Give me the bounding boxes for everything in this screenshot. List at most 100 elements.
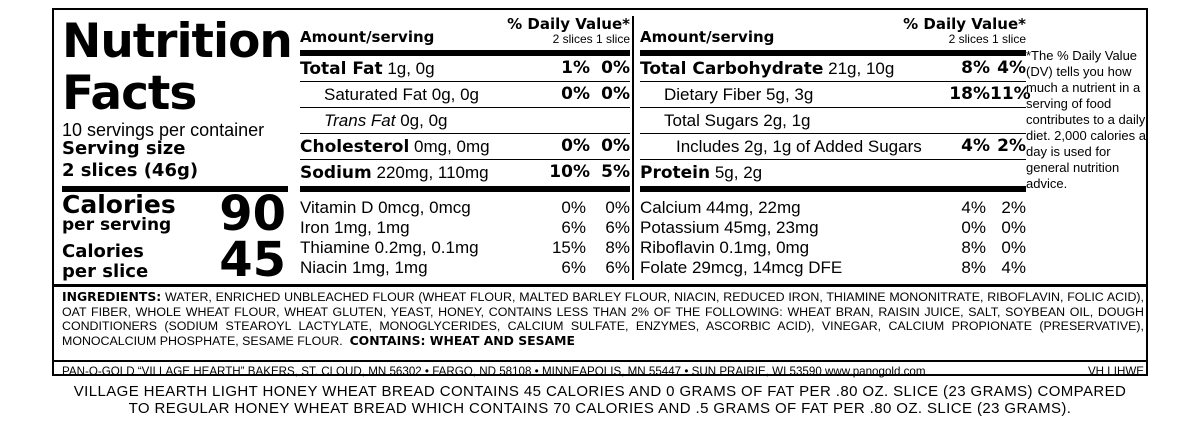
dv-2-slices: 18% — [949, 84, 990, 104]
nutrient-amount: 1g, 0g — [387, 59, 435, 78]
ingredients-text: WATER, ENRICHED UNBLEACHED FLOUR (WHEAT … — [62, 290, 1144, 348]
product-code: VH LIHWE — [1087, 365, 1144, 378]
nutrient-amount: 5g, 3g — [766, 85, 814, 104]
calories-label: Calories — [62, 190, 176, 219]
nutrient-name: Saturated Fat — [324, 85, 428, 104]
vitamin-row: Thiamine 0.2mg, 0.1mg 15% 8% — [300, 238, 630, 258]
dv-1-slice: 0% — [601, 84, 630, 104]
vitamin-name: Iron 1mg, 1mg — [300, 218, 410, 237]
calories-per-serving: Calories per serving 90 — [62, 190, 288, 238]
dv-2-slices: 15% — [551, 238, 586, 257]
dv-2-slices: 1% — [561, 58, 590, 78]
nutrient-table-right: Amount/serving % Daily Value* 2 slices 1… — [640, 14, 1031, 278]
dv-2-slices: 0% — [561, 198, 586, 217]
vitamin-name: Folate 29mcg, 14mcg DFE — [640, 258, 843, 277]
column-separator — [632, 16, 634, 280]
calories-label: Calories — [62, 241, 144, 262]
vitamin-list: Calcium 44mg, 22mg 4% 2% Potassium 45mg,… — [640, 192, 1026, 278]
dv-1-slice: 0% — [601, 136, 630, 156]
calories-sublabel: per slice — [62, 261, 149, 282]
dv-1-slice: 0% — [1001, 238, 1026, 257]
nutrient-table-left: Amount/serving % Daily Value* 2 slices 1… — [300, 14, 630, 278]
dv-2-slices: 8% — [961, 58, 990, 78]
nutrient-amount: 220mg, 110mg — [376, 163, 489, 182]
nutrient-row: Includes 2g, 1g of Added Sugars 4% 2% — [640, 134, 1026, 160]
amount-header: Amount/serving — [640, 28, 775, 46]
dv-2-slices: 6% — [561, 218, 586, 237]
dv-2-slices: 0% — [561, 136, 590, 156]
header-divider — [300, 50, 630, 56]
dv-2-slices: 4% — [961, 136, 990, 156]
claim-line-2: TO REGULAR HONEY WHEAT BREAD WHICH CONTA… — [128, 400, 1072, 417]
nutrient-amount: 0g, 0g — [431, 85, 480, 104]
nutrient-name: Total Fat — [300, 59, 383, 79]
dv-1-slice: 6% — [605, 258, 630, 277]
nutrient-row: Sodium 220mg, 110mg 10% 5% — [300, 160, 630, 186]
title-line-2: Facts — [62, 66, 197, 121]
vitamin-row: Potassium 45mg, 23mg 0% 0% — [640, 218, 1026, 238]
ingredients-block: INGREDIENTS: WATER, ENRICHED UNBLEACHED … — [62, 289, 1144, 348]
daily-value-subheader: 2 slices 1 slice — [948, 32, 1026, 46]
vitamin-name: Niacin 1mg, 1mg — [300, 258, 428, 277]
dv-2-slices: 0% — [961, 218, 986, 237]
nutrient-row: Cholesterol 0mg, 0mg 0% 0% — [300, 134, 630, 160]
label-title: Nutrition Facts — [62, 14, 293, 121]
vitamin-list: Vitamin D 0mcg, 0mcg 0% 0% Iron 1mg, 1mg… — [300, 192, 630, 278]
vitamin-name: Thiamine 0.2mg, 0.1mg — [300, 238, 479, 257]
vitamin-divider — [300, 186, 630, 192]
dv-2-slices: 4% — [961, 198, 986, 217]
dv-2-slices: 0% — [561, 84, 590, 104]
dv-1-slice: 5% — [601, 162, 630, 182]
nutrition-label: Nutrition Facts 10 servings per containe… — [52, 8, 1148, 379]
calories-per-slice: Calories per slice 45 — [62, 236, 288, 284]
dv-2-slices: 8% — [961, 258, 986, 277]
vitamin-row: Vitamin D 0mcg, 0mcg 0% 0% — [300, 198, 630, 218]
daily-value-subheader: 2 slices 1 slice — [552, 32, 630, 46]
dv-1-slice: 11% — [990, 84, 1031, 104]
serving-size-label: Serving size — [62, 138, 186, 159]
dv-1-slice: 2% — [1001, 198, 1026, 217]
nutrient-row: Total Fat 1g, 0g 1% 0% — [300, 56, 630, 82]
vitamin-divider — [640, 186, 1026, 192]
nutrient-amount: 2g, 1g — [763, 111, 811, 130]
nutrient-row: Total Carbohydrate 21g, 10g 8% 4% — [640, 56, 1026, 82]
title-line-1: Nutrition — [62, 14, 293, 69]
vitamin-name: Calcium 44mg, 22mg — [640, 198, 801, 217]
nutrient-name: Dietary Fiber — [664, 85, 762, 104]
manufacturer-info: PAN-O-GOLD “VILLAGE HEARTH” BAKERS, ST. … — [62, 365, 926, 378]
manufacturer-line: PAN-O-GOLD “VILLAGE HEARTH” BAKERS, ST. … — [62, 365, 1144, 379]
daily-value-footnote: *The % Daily Value (DV) tells you how mu… — [1026, 48, 1146, 191]
vitamin-row: Niacin 1mg, 1mg 6% 6% — [300, 258, 630, 278]
nutrient-name: Cholesterol — [300, 137, 410, 157]
table-header: Amount/serving % Daily Value* 2 slices 1… — [640, 14, 1026, 50]
comparison-claim: VILLAGE HEARTH LIGHT HONEY WHEAT BREAD C… — [0, 383, 1200, 417]
nutrient-name: Protein — [640, 163, 711, 183]
vitamin-row: Riboflavin 0.1mg, 0mg 8% 0% — [640, 238, 1026, 258]
nutrient-row: Dietary Fiber 5g, 3g 18% 11% — [640, 82, 1031, 108]
daily-value-header: % Daily Value* — [903, 15, 1026, 33]
vitamin-name: Riboflavin 0.1mg, 0mg — [640, 238, 810, 257]
header-divider — [640, 50, 1026, 56]
serving-size-value: 2 slices (46g) — [62, 160, 199, 181]
nutrient-row: Total Sugars 2g, 1g — [640, 108, 1026, 134]
nutrient-amount: 0mg, 0mg — [414, 137, 490, 156]
vitamin-name: Vitamin D 0mcg, 0mcg — [300, 198, 471, 217]
dv-1-slice: 8% — [605, 238, 630, 257]
nutrient-name: Total Carbohydrate — [640, 59, 824, 79]
dv-1-slice: 6% — [605, 218, 630, 237]
nutrient-name: Sodium — [300, 163, 372, 183]
ingredients-label: INGREDIENTS: — [62, 289, 162, 304]
calories-divider — [62, 186, 288, 192]
nutrient-row: Saturated Fat 0g, 0g 0% 0% — [300, 82, 630, 108]
nutrient-name: Trans Fat — [324, 111, 396, 130]
calories-value: 90 — [219, 186, 286, 242]
nutrient-row: Trans Fat 0g, 0g — [300, 108, 630, 134]
manufacturer-divider — [54, 360, 1146, 362]
dv-2-slices: 8% — [961, 238, 986, 257]
nutrient-name: Includes 2g, 1g of Added Sugars — [676, 137, 922, 156]
amount-header: Amount/serving — [300, 28, 435, 46]
dv-2-slices: 6% — [561, 258, 586, 277]
nutrient-row: Protein 5g, 2g — [640, 160, 1026, 186]
nutrient-name: Total Sugars — [664, 111, 759, 130]
dv-1-slice: 0% — [605, 198, 630, 217]
